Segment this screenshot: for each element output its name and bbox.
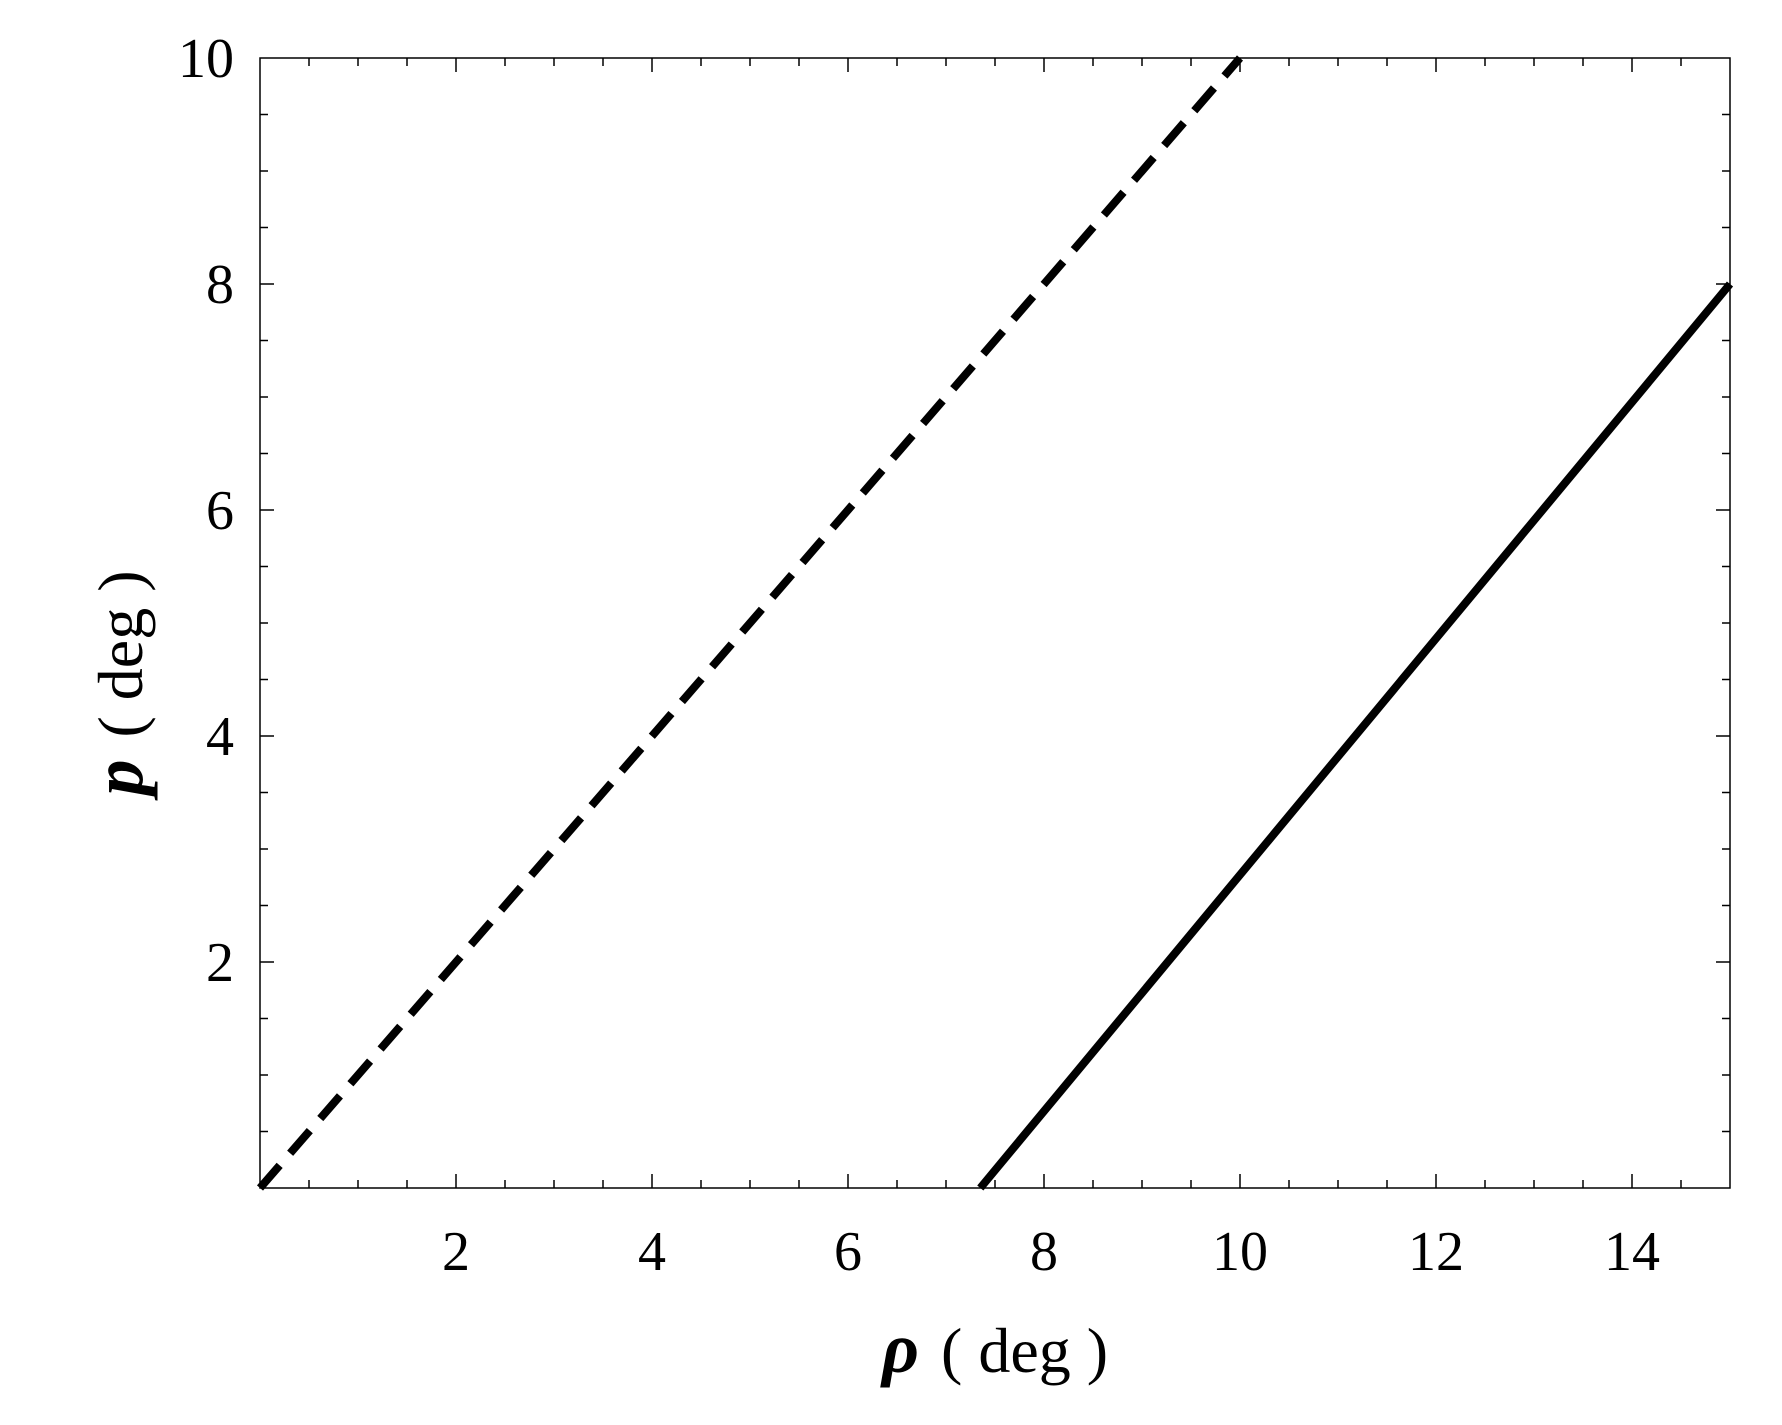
y-axis-title: p ( deg ) [78,570,158,801]
x-axis-unit: ( deg ) [941,1315,1108,1386]
x-axis-symbol: ρ [880,1308,919,1388]
y-tick-label: 4 [206,706,234,768]
x-tick-label: 6 [834,1221,862,1283]
minor-ticks [260,58,1730,1188]
y-tick-label: 6 [206,480,234,542]
y-tick-labels: 2 4 6 8 10 [178,28,234,994]
x-axis-title: ρ ( deg ) [880,1308,1108,1388]
y-axis-symbol: p [78,760,158,802]
major-ticks [260,58,1730,1188]
plot-frame [259,57,1731,1189]
x-tick-label: 14 [1604,1221,1660,1283]
y-tick-label: 8 [206,254,234,316]
dashed-series-line [256,55,1244,1191]
x-tick-label: 8 [1030,1221,1058,1283]
x-tick-label: 10 [1212,1221,1268,1283]
y-axis-unit: ( deg ) [85,570,156,737]
y-tick-label: 2 [206,932,234,994]
x-tick-labels: 2 4 6 8 10 12 14 [442,1221,1660,1283]
series-layer [256,55,1734,1191]
x-tick-label: 4 [638,1221,666,1283]
x-tick-label: 12 [1408,1221,1464,1283]
y-tick-label: 10 [178,28,234,90]
x-tick-label: 2 [442,1221,470,1283]
solid-series-line [977,281,1734,1191]
